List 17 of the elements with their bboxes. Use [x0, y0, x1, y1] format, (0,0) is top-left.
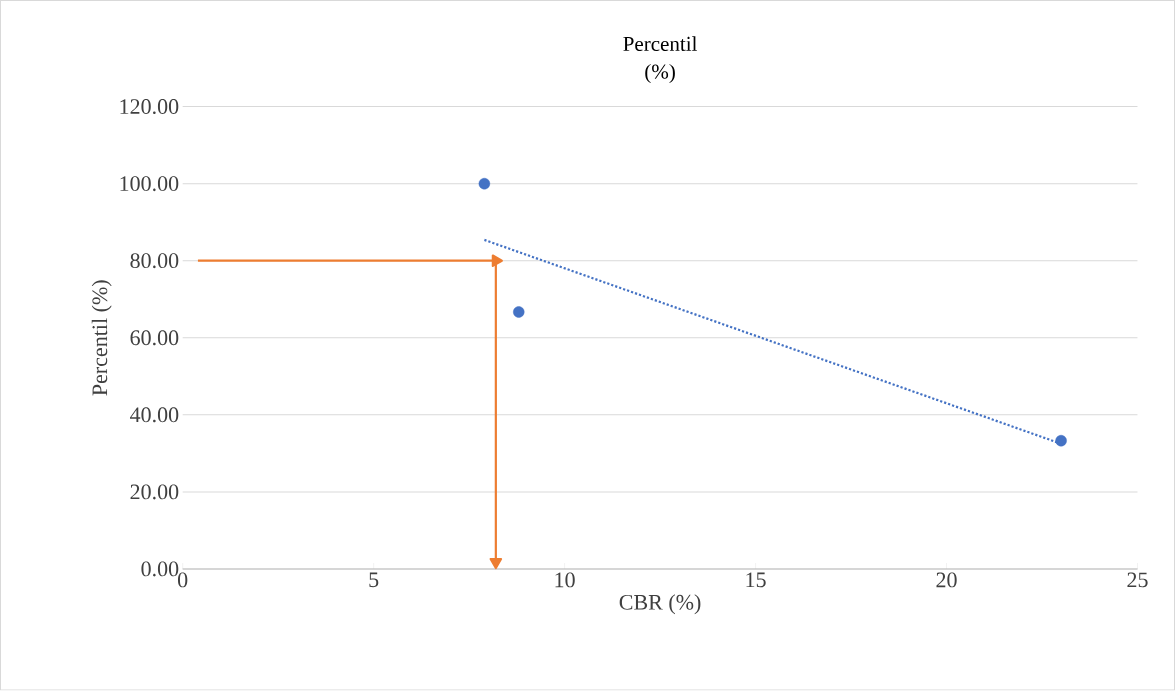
- x-tick-label: 5: [369, 572, 379, 588]
- x-tick-label: 25: [1127, 572, 1148, 588]
- y-tick-label: 120.00: [120, 99, 179, 115]
- x-tick-label: 10: [555, 572, 575, 588]
- chart-subtitle: (%): [645, 64, 675, 84]
- chart-title: Percentil: [623, 36, 698, 52]
- x-tick-label: 15: [746, 572, 766, 588]
- y-tick-label: 100.00: [120, 176, 179, 192]
- y-tick-label: 40.00: [130, 407, 179, 423]
- x-tick-label: 0: [177, 572, 188, 588]
- x-tick-label: 20: [936, 572, 957, 588]
- y-tick-label: 0.00: [141, 561, 179, 577]
- y-tick-label: 20.00: [130, 484, 179, 500]
- y-tick-label: 60.00: [130, 330, 179, 346]
- y-axis-title: Percentil (%): [91, 280, 112, 396]
- x-axis-title: CBR (%): [619, 594, 701, 615]
- y-tick-label: 80.00: [130, 253, 179, 269]
